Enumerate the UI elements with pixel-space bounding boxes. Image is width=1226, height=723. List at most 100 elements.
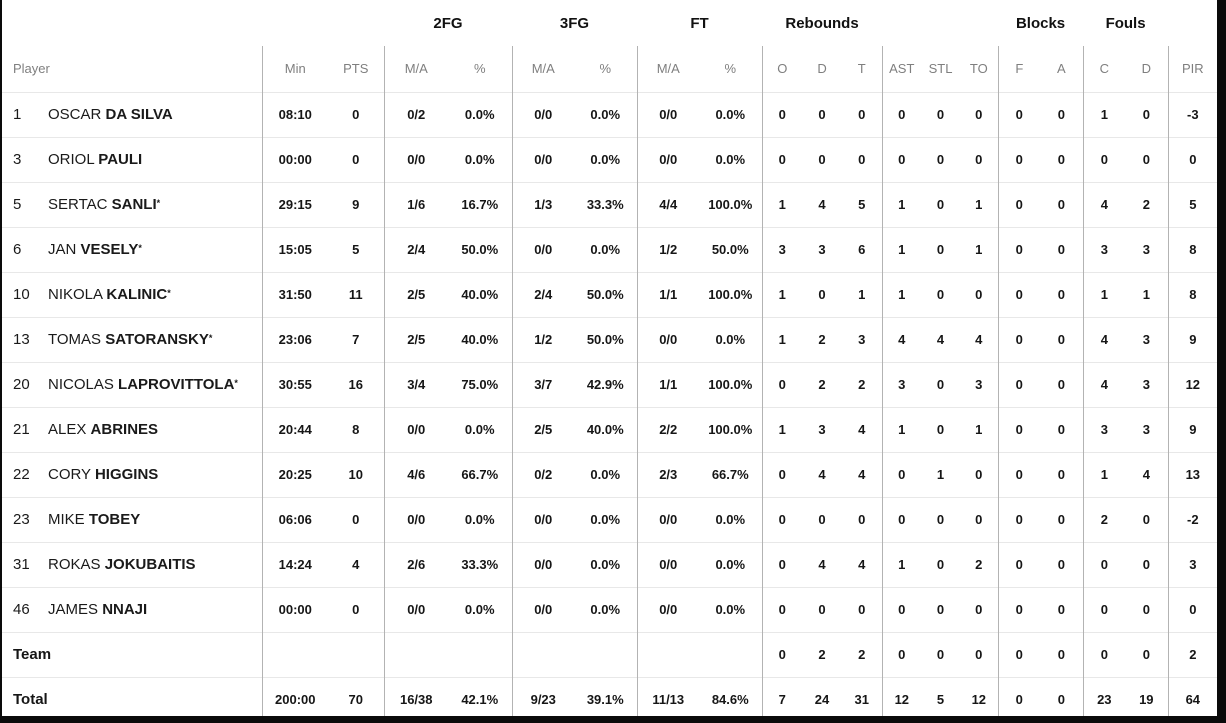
player-name-cell[interactable]: 6 JAN VESELY* (2, 227, 262, 272)
cell-ft-pct: 0.0% (715, 557, 746, 572)
player-number: 13 (13, 331, 30, 348)
cell-reb-d: 0 (818, 287, 826, 302)
player-row[interactable]: 21 ALEX ABRINES 20:44 8 0/0 0.0% 2/5 40.0… (2, 407, 1217, 452)
player-name-cell[interactable]: 5 SERTAC SANLI* (2, 182, 262, 227)
cell-3fg-ma: 2/5 (511, 407, 574, 452)
cell-2fg-pct: 40.0% (461, 287, 499, 302)
cell-to: 0 (975, 602, 983, 617)
player-row[interactable]: 31 ROKAS JOKUBAITIS 14:24 4 2/6 33.3% 0/0… (2, 542, 1217, 587)
player-last-name: JOKUBAITIS (104, 556, 196, 573)
cell-to: 0 (975, 647, 983, 662)
cell-ft-ma: 0/0 (636, 497, 699, 542)
col-header-stl: STL (928, 61, 953, 77)
cell-pir: 12 (1167, 362, 1217, 407)
cell-min: 14:24 (261, 542, 328, 587)
cell-blk-f: 0 (997, 362, 1041, 407)
col-header-3fg-pct: % (599, 61, 612, 77)
cell-to: 4 (975, 332, 983, 347)
cell-ft-ma: 0/0 (636, 92, 699, 137)
cell-blk-a: 0 (1057, 197, 1065, 212)
player-last-name: KALINIC (106, 286, 168, 303)
cell-ast: 1 (881, 542, 922, 587)
col-header-reb-t: T (857, 61, 866, 77)
player-name-cell[interactable]: 20 NICOLAS LAPROVITTOLA* (2, 362, 262, 407)
starter-indicator: * (156, 198, 161, 208)
col-header-ft-pct: % (724, 61, 737, 77)
cell-blk-f: 0 (997, 92, 1041, 137)
cell-3fg-pct: 0.0% (590, 107, 621, 122)
player-name-cell[interactable]: 23 MIKE TOBEY (2, 497, 262, 542)
cell-2fg-ma: 2/5 (383, 317, 448, 362)
player-row[interactable]: 6 JAN VESELY* 15:05 5 2/4 50.0% 0/0 0.0% … (2, 227, 1217, 272)
player-name-cell[interactable]: 3 ORIOL PAULI (2, 137, 262, 182)
col-header-pts: PTS (343, 61, 369, 77)
player-row[interactable]: 23 MIKE TOBEY 06:06 0 0/0 0.0% 0/0 0.0% 0… (2, 497, 1217, 542)
cell-foul-c: 23 (1082, 677, 1126, 716)
cell-min: 06:06 (261, 497, 328, 542)
player-row[interactable]: 46 JAMES NNAJI 00:00 0 0/0 0.0% 0/0 0.0% … (2, 587, 1217, 632)
cell-min: 15:05 (261, 227, 328, 272)
cell-3fg-pct: 0.0% (590, 152, 621, 167)
cell-pir: 8 (1167, 227, 1217, 272)
cell-blk-f: 0 (997, 497, 1041, 542)
cell-reb-d: 0 (818, 107, 826, 122)
cell-reb-o: 0 (761, 497, 803, 542)
cell-reb-d: 3 (818, 242, 826, 257)
cell-2fg-ma: 0/0 (383, 587, 448, 632)
player-row[interactable]: 10 NIKOLA KALINIC* 31:50 11 2/5 40.0% 2/4… (2, 272, 1217, 317)
cell-pts: 10 (348, 467, 363, 482)
cell-min: 00:00 (261, 137, 328, 182)
cell-2fg-pct: 0.0% (464, 512, 495, 527)
cell-ft-pct: 50.0% (711, 242, 749, 257)
starter-indicator: * (208, 333, 213, 343)
cell-stl: 0 (936, 152, 945, 167)
team-row: Team 0 2 2 0 0 0 0 0 0 (2, 632, 1217, 677)
cell-foul-d: 0 (1142, 512, 1150, 527)
cell-blk-a: 0 (1057, 107, 1065, 122)
cell-reb-d: 2 (818, 377, 826, 392)
player-number: 21 (13, 421, 30, 438)
player-row[interactable]: 20 NICOLAS LAPROVITTOLA* 30:55 16 3/4 75.… (2, 362, 1217, 407)
cell-to: 0 (975, 107, 983, 122)
cell-2fg-ma: 2/4 (383, 227, 448, 272)
cell-foul-c: 4 (1082, 362, 1126, 407)
cell-pir: -2 (1167, 497, 1217, 542)
player-first-name: OSCAR (48, 106, 102, 123)
cell-pts: 9 (352, 197, 360, 212)
player-number: 6 (13, 241, 22, 258)
cell-pts: 11 (348, 287, 363, 302)
col-header-ast: AST (881, 46, 922, 92)
player-row[interactable]: 3 ORIOL PAULI 00:00 0 0/0 0.0% 0/0 0.0% 0… (2, 137, 1217, 182)
player-name-cell[interactable]: 31 ROKAS JOKUBAITIS (2, 542, 262, 587)
group-header-blocks: Blocks (1015, 14, 1066, 32)
player-row[interactable]: 22 CORY HIGGINS 20:25 10 4/6 66.7% 0/2 0.… (2, 452, 1217, 497)
player-row[interactable]: 5 SERTAC SANLI* 29:15 9 1/6 16.7% 1/3 33.… (2, 182, 1217, 227)
player-last-name: ABRINES (90, 421, 159, 438)
cell-reb-o: 0 (761, 92, 803, 137)
cell-blk-a: 0 (1057, 377, 1065, 392)
cell-min: 30:55 (261, 362, 328, 407)
player-name-cell[interactable]: 13 TOMAS SATORANSKY* (2, 317, 262, 362)
cell-stl: 0 (936, 377, 945, 392)
col-header-ft-ma: M/A (636, 46, 699, 92)
player-name-cell[interactable]: 46 JAMES NNAJI (2, 587, 262, 632)
player-row[interactable]: 1 OSCAR DA SILVA 08:10 0 0/2 0.0% 0/0 0.0… (2, 92, 1217, 137)
cell-pts (328, 632, 384, 677)
player-row[interactable]: 13 TOMAS SATORANSKY* 23:06 7 2/5 40.0% 1/… (2, 317, 1217, 362)
player-name-cell[interactable]: 1 OSCAR DA SILVA (2, 92, 262, 137)
player-number: 20 (13, 376, 30, 393)
player-number: 22 (13, 466, 30, 483)
player-number: 23 (13, 511, 30, 528)
cell-2fg-pct: 0.0% (464, 152, 495, 167)
player-name-cell[interactable]: 10 NIKOLA KALINIC* (2, 272, 262, 317)
cell-foul-c: 4 (1082, 182, 1126, 227)
cell-foul-c: 1 (1082, 92, 1126, 137)
player-name-cell[interactable]: 21 ALEX ABRINES (2, 407, 262, 452)
player-name-cell[interactable]: 22 CORY HIGGINS (2, 452, 262, 497)
cell-stl: 4 (936, 332, 945, 347)
cell-2fg-pct: 0.0% (464, 602, 495, 617)
cell-ft-pct: 84.6% (711, 692, 749, 708)
player-first-name: ORIOL (48, 151, 95, 168)
